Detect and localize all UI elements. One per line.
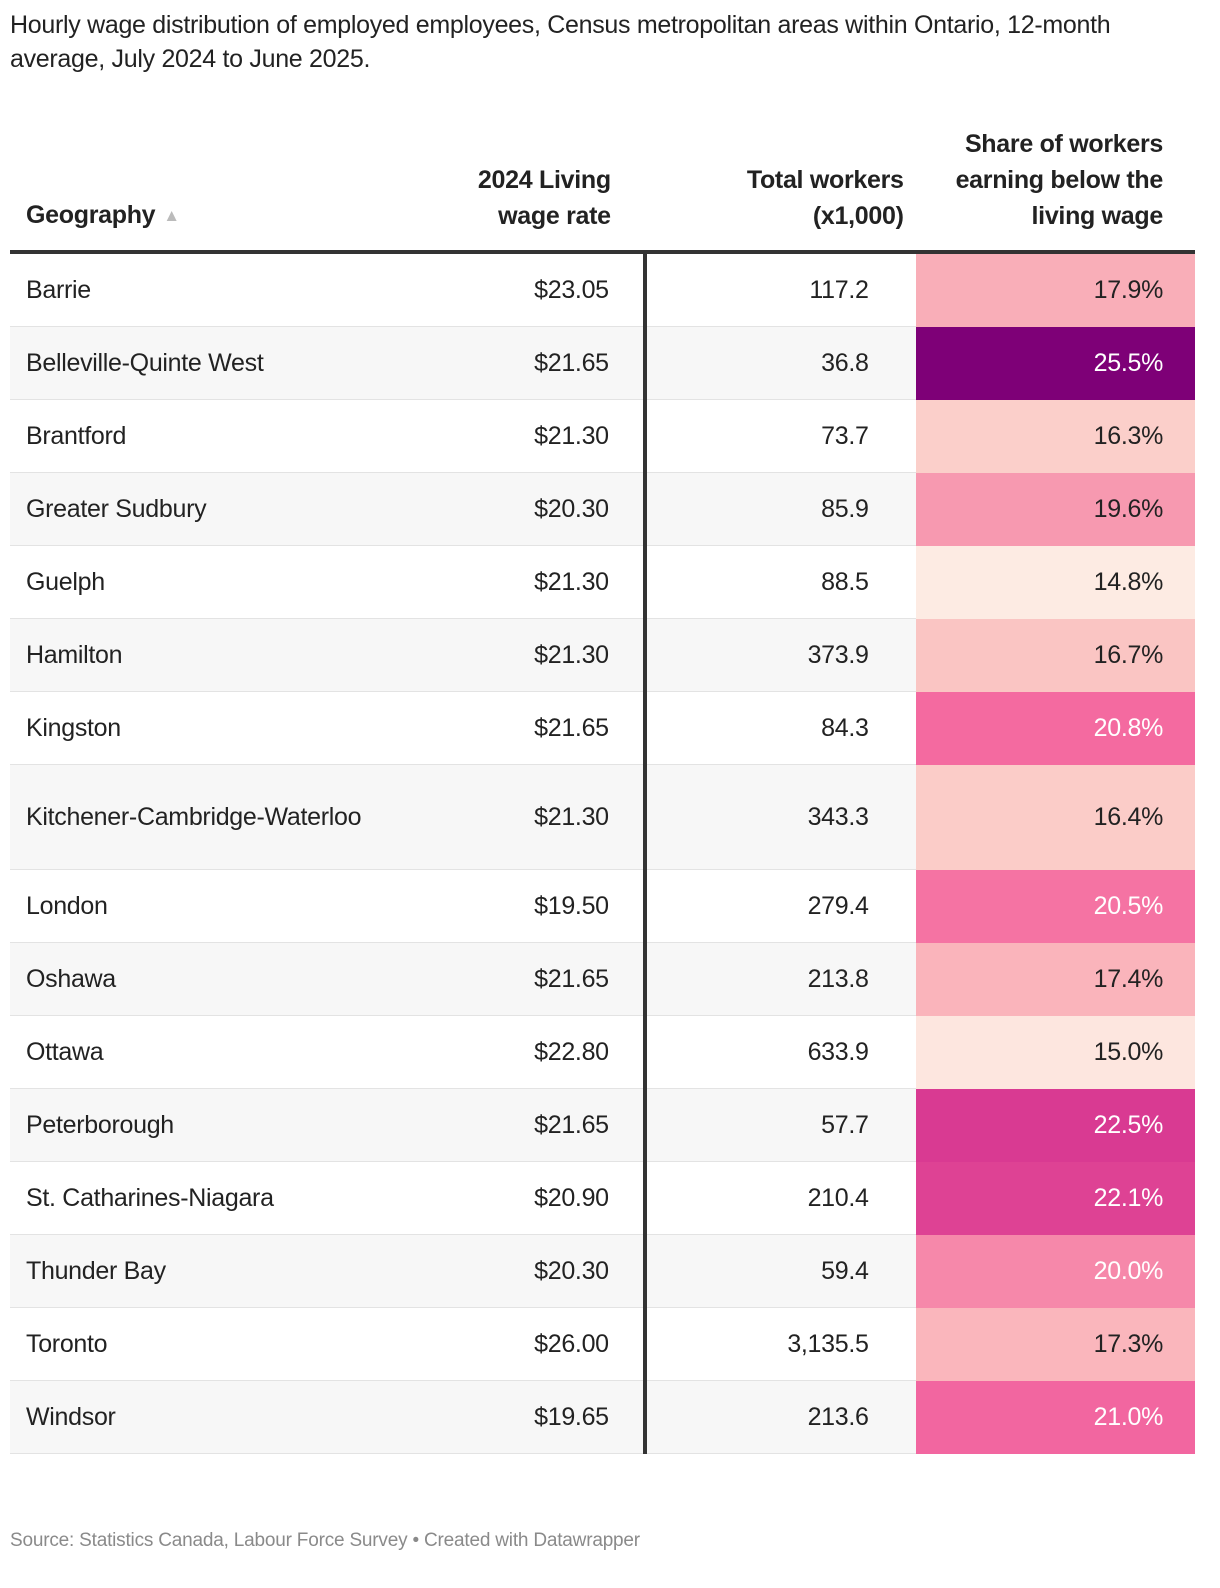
data-table: Geography ▲ 2024 Living wage rate Total w…	[10, 126, 1195, 1454]
header-total-workers-label: Total workers (x1,000)	[746, 166, 904, 230]
cell-share-below: 17.3%	[915, 1307, 1195, 1381]
cell-share-below: 16.4%	[915, 764, 1195, 870]
cell-total-workers: 373.9	[644, 618, 916, 692]
cell-total-workers: 633.9	[644, 1015, 916, 1089]
table-row: Oshawa $21.65 213.8 17.4%	[10, 942, 1195, 1016]
cell-share-below: 21.0%	[915, 1380, 1195, 1454]
cell-share-below: 20.8%	[915, 691, 1195, 765]
cell-geography: Thunder Bay	[10, 1234, 422, 1308]
cell-living-wage: $21.30	[421, 764, 647, 870]
header-share-below[interactable]: Share of workers earning below the livin…	[915, 126, 1195, 254]
table-title: Hourly wage distribution of employed emp…	[10, 11, 1111, 73]
cell-living-wage: $19.50	[421, 869, 647, 943]
cell-share-below: 17.4%	[915, 942, 1195, 1016]
cell-geography: Ottawa	[10, 1015, 422, 1089]
table-row: Kitchener-Cambridge-Waterloo $21.30 343.3 1…	[10, 764, 1195, 870]
cell-geography: Guelph	[10, 545, 422, 619]
table-row: Kingston $21.65 84.3 20.8%	[10, 691, 1195, 765]
table-row: St. Catharines-Niagara $20.90 210.4 22.1%	[10, 1161, 1195, 1235]
cell-total-workers: 36.8	[644, 326, 916, 400]
table-body: Barrie $23.05 117.2 17.9% Belleville-Quinte …	[10, 252, 1195, 1454]
header-living-wage-label: 2024 Living wage rate	[477, 166, 611, 230]
table-row: Guelph $21.30 88.5 14.8%	[10, 545, 1195, 619]
cell-share-below: 20.0%	[915, 1234, 1195, 1308]
cell-geography: St. Catharines-Niagara	[10, 1161, 422, 1235]
cell-geography: Brantford	[10, 399, 422, 473]
cell-share-below: 25.5%	[915, 326, 1195, 400]
cell-geography: Peterborough	[10, 1088, 422, 1162]
cell-total-workers: 57.7	[644, 1088, 916, 1162]
cell-geography: Hamilton	[10, 618, 422, 692]
cell-total-workers: 279.4	[644, 869, 916, 943]
table-row: Peterborough $21.65 57.7 22.5%	[10, 1088, 1195, 1162]
cell-share-below: 22.5%	[915, 1088, 1195, 1162]
cell-living-wage: $21.65	[421, 942, 647, 1016]
table-row: Barrie $23.05 117.2 17.9%	[10, 252, 1195, 327]
table-row: Thunder Bay $20.30 59.4 20.0%	[10, 1234, 1195, 1308]
cell-living-wage: $26.00	[421, 1307, 647, 1381]
cell-geography: London	[10, 869, 422, 943]
cell-living-wage: $21.30	[421, 618, 647, 692]
cell-share-below: 17.9%	[915, 252, 1195, 327]
table-row: Ottawa $22.80 633.9 15.0%	[10, 1015, 1195, 1089]
cell-total-workers: 117.2	[644, 252, 916, 327]
cell-total-workers: 88.5	[644, 545, 916, 619]
cell-total-workers: 343.3	[644, 764, 916, 870]
header-row: Geography ▲ 2024 Living wage rate Total w…	[10, 126, 1195, 254]
table-row: London $19.50 279.4 20.5%	[10, 869, 1195, 943]
table-row: Hamilton $21.30 373.9 16.7%	[10, 618, 1195, 692]
cell-share-below: 14.8%	[915, 545, 1195, 619]
cell-geography: Windsor	[10, 1380, 422, 1454]
table-row: Belleville-Quinte West $21.65 36.8 25.5%	[10, 326, 1195, 400]
cell-total-workers: 213.8	[644, 942, 916, 1016]
cell-total-workers: 210.4	[644, 1161, 916, 1235]
cell-living-wage: $21.65	[421, 691, 647, 765]
cell-living-wage: $21.30	[421, 399, 647, 473]
cell-share-below: 22.1%	[915, 1161, 1195, 1235]
cell-geography: Kingston	[10, 691, 422, 765]
cell-geography: Belleville-Quinte West	[10, 326, 422, 400]
cell-living-wage: $21.30	[421, 545, 647, 619]
cell-living-wage: $21.65	[421, 1088, 647, 1162]
cell-share-below: 15.0%	[915, 1015, 1195, 1089]
cell-living-wage: $20.30	[421, 1234, 647, 1308]
header-total-workers[interactable]: Total workers (x1,000)	[644, 126, 916, 254]
table-row: Windsor $19.65 213.6 21.0%	[10, 1380, 1195, 1454]
table-row: Greater Sudbury $20.30 85.9 19.6%	[10, 472, 1195, 546]
cell-share-below: 16.7%	[915, 618, 1195, 692]
cell-share-below: 16.3%	[915, 399, 1195, 473]
cell-living-wage: $22.80	[421, 1015, 647, 1089]
header-living-wage[interactable]: 2024 Living wage rate	[421, 126, 645, 254]
cell-living-wage: $21.65	[421, 326, 647, 400]
cell-total-workers: 84.3	[644, 691, 916, 765]
header-geography-label: Geography	[26, 201, 156, 229]
cell-share-below: 20.5%	[915, 869, 1195, 943]
cell-living-wage: $23.05	[421, 252, 647, 327]
cell-total-workers: 85.9	[644, 472, 916, 546]
cell-share-below: 19.6%	[915, 472, 1195, 546]
table-row: Brantford $21.30 73.7 16.3%	[10, 399, 1195, 473]
cell-geography: Greater Sudbury	[10, 472, 422, 546]
cell-geography: Barrie	[10, 252, 422, 327]
cell-total-workers: 59.4	[644, 1234, 916, 1308]
header-geography[interactable]: Geography ▲	[10, 126, 422, 254]
cell-total-workers: 3,135.5	[644, 1307, 916, 1381]
cell-geography: Oshawa	[10, 942, 422, 1016]
sort-ascending-icon[interactable]: ▲	[163, 206, 180, 225]
header-share-below-label: Share of workers earning below the livin…	[955, 130, 1164, 230]
cell-living-wage: $20.90	[421, 1161, 647, 1235]
cell-geography: Toronto	[10, 1307, 422, 1381]
cell-living-wage: $20.30	[421, 472, 647, 546]
cell-geography: Kitchener-Cambridge-Waterloo	[10, 764, 422, 870]
table-row: Toronto $26.00 3,135.5 17.3%	[10, 1307, 1195, 1381]
source-note: Source: Statistics Canada, Labour Force …	[10, 1530, 640, 1551]
cell-total-workers: 213.6	[644, 1380, 916, 1454]
cell-total-workers: 73.7	[644, 399, 916, 473]
cell-living-wage: $19.65	[421, 1380, 647, 1454]
